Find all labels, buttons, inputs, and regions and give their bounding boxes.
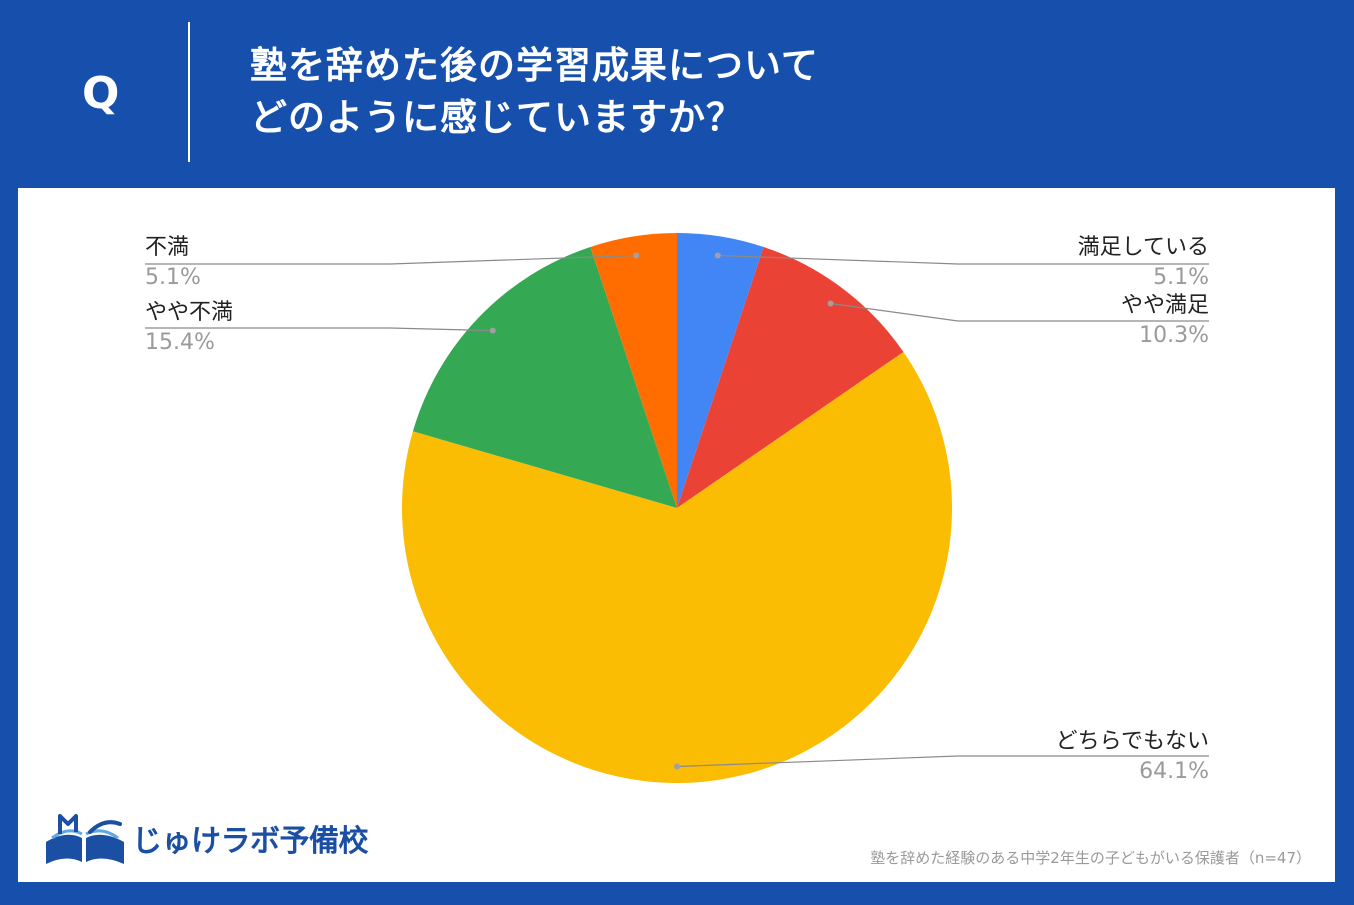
chart-panel: 満足している 5.1% やや満足 10.3% どちらでもない 64.1% やや不満 15.4%… <box>18 188 1335 882</box>
slice-value-5: 5.1% <box>145 265 201 290</box>
question-text: 塾を辞めた後の学習成果について どのように感じていますか？ <box>250 40 819 144</box>
leader-dot-3 <box>674 763 680 770</box>
slice-value-3: 64.1% <box>1139 759 1209 784</box>
leader-dot-1 <box>714 252 721 259</box>
slice-value-1: 5.1% <box>1153 265 1209 290</box>
slice-label-2: やや満足 <box>1121 293 1209 318</box>
leader-line-1 <box>717 254 1209 265</box>
leader-dot-5 <box>633 252 640 259</box>
pie-chart: 満足している 5.1% やや満足 10.3% どちらでもない 64.1% やや不満 15.4%… <box>145 233 1209 784</box>
pie-slice-5 <box>590 233 677 508</box>
q-mark: Q <box>82 68 120 119</box>
brand-name: じゅけラボ予備校 <box>132 824 369 859</box>
question-line-1: 塾を辞めた後の学習成果について <box>250 44 819 87</box>
slice-value-4: 15.4% <box>145 330 215 355</box>
pie-slice-2 <box>677 246 904 508</box>
slice-value-2: 10.3% <box>1139 323 1209 348</box>
leader-line-3 <box>676 755 1209 768</box>
question-line-2: どのように感じていますか？ <box>250 96 744 139</box>
brand-logo: じゅけラボ予備校 <box>40 808 369 864</box>
pie-slice-4 <box>412 246 677 508</box>
leader-line-2 <box>830 302 1209 322</box>
slice-label-4: やや不満 <box>145 300 233 325</box>
header-divider <box>188 22 190 162</box>
question-header: Q 塾を辞めた後の学習成果について どのように感じていますか？ <box>0 0 1354 188</box>
pie-slice-1 <box>677 233 764 508</box>
leader-line-5 <box>145 254 637 265</box>
open-book-icon <box>46 814 124 864</box>
slice-label-5: 不満 <box>145 235 189 260</box>
leader-line-4 <box>145 327 493 332</box>
sample-note: 塾を辞めた経験のある中学2年生の子どもがいる保護者（n=47） <box>870 849 1311 867</box>
slice-label-1: 満足している <box>1078 235 1209 260</box>
leader-dot-4 <box>489 327 496 334</box>
leader-dot-2 <box>827 300 834 307</box>
pie-slice-3 <box>401 352 952 783</box>
slice-label-3: どちらでもない <box>1056 729 1209 754</box>
